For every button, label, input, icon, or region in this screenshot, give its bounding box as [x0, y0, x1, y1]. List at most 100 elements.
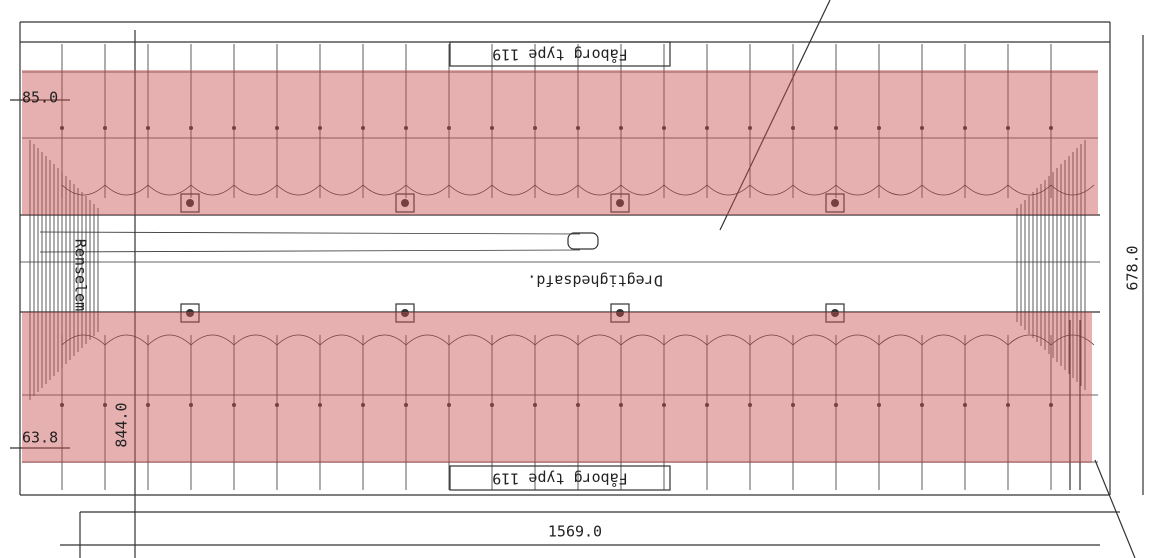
- drawing-line: [663, 334, 708, 346]
- drawing-line: [620, 334, 665, 346]
- drawing-line: [104, 184, 149, 196]
- stall-zone-top: [22, 70, 1098, 215]
- drawing-line: [233, 334, 278, 346]
- drawing-line: [705, 126, 709, 130]
- drawing-line: [534, 184, 579, 196]
- drawing-line: [1050, 334, 1095, 346]
- dimension-label: 85.0: [22, 89, 58, 107]
- drawing-line: [147, 184, 192, 196]
- drawing-line: [834, 126, 838, 130]
- drawing-line: [963, 126, 967, 130]
- drawing-line: [60, 403, 64, 407]
- drawing-line: [490, 126, 494, 130]
- drawing-line: [232, 403, 236, 407]
- cleaning-label: Renselem: [72, 239, 90, 311]
- drawing-line: [921, 334, 966, 346]
- drawing-line: [404, 403, 408, 407]
- drawing-line: [964, 334, 1009, 346]
- dimension-label: 678.0: [1124, 245, 1142, 290]
- drawing-line: [610, 303, 630, 323]
- drawing-line: [791, 403, 795, 407]
- drawing-line: [748, 403, 752, 407]
- drawing-lines: [10, 0, 1144, 558]
- bottom-label: Fåborg type 119: [492, 470, 627, 488]
- drawing-line: [232, 126, 236, 130]
- drawing-line: [877, 403, 881, 407]
- drawing-line: [877, 126, 881, 130]
- drawing-line: [533, 126, 537, 130]
- drawing-line: [749, 184, 794, 196]
- drawing-line: [189, 126, 193, 130]
- drawing-line: [61, 334, 106, 346]
- drawing-line: [1006, 126, 1010, 130]
- drawing-line: [835, 334, 880, 346]
- drawing-line: [448, 184, 493, 196]
- drawing-line: [576, 403, 580, 407]
- drawing-line: [616, 309, 624, 317]
- drawing-line: [620, 184, 665, 196]
- drawing-line: [104, 334, 149, 346]
- drawing-line: [186, 199, 194, 207]
- drawing-line: [361, 126, 365, 130]
- drawing-line: [576, 126, 580, 130]
- drawing-line: [705, 403, 709, 407]
- drawing-line: [964, 184, 1009, 196]
- drawing-line: [1049, 403, 1053, 407]
- drawing-line: [831, 309, 839, 317]
- dimension-label: 844.0: [113, 402, 131, 447]
- drawing-line: [791, 126, 795, 130]
- drawing-line: [491, 184, 536, 196]
- drawing-line: [878, 334, 923, 346]
- drawing-line: [447, 126, 451, 130]
- drawing-line: [662, 126, 666, 130]
- drawing-line: [792, 334, 837, 346]
- drawing-line: [318, 126, 322, 130]
- drawing-line: [395, 193, 415, 213]
- drawing-line: [405, 184, 450, 196]
- drawing-line: [491, 334, 536, 346]
- drawing-line: [619, 126, 623, 130]
- drawing-line: [146, 403, 150, 407]
- drawing-line: [318, 403, 322, 407]
- drawing-line: [1050, 184, 1095, 196]
- drawing-line: [963, 403, 967, 407]
- drawing-line: [146, 126, 150, 130]
- drawing-line: [706, 334, 751, 346]
- drawing-line: [60, 126, 64, 130]
- drawing-line: [275, 126, 279, 130]
- drawing-line: [190, 184, 235, 196]
- drawing-line: [276, 334, 321, 346]
- drawing-line: [404, 126, 408, 130]
- drawing-line: [921, 184, 966, 196]
- drawing-line: [534, 334, 579, 346]
- drawing-line: [401, 199, 409, 207]
- drawing-line: [189, 403, 193, 407]
- drawing-line: [1007, 184, 1052, 196]
- drawing-line: [1006, 403, 1010, 407]
- drawing-line: [616, 199, 624, 207]
- drawing-line: [577, 184, 622, 196]
- drawing-line: [186, 309, 194, 317]
- drawing-line: [831, 199, 839, 207]
- drawing-line: [1007, 334, 1052, 346]
- drawing-line: [663, 184, 708, 196]
- drawing-line: [362, 334, 407, 346]
- drawing-line: [825, 193, 845, 213]
- drawing-line: [233, 184, 278, 196]
- aisle-label: Dregtighedsafd.: [527, 272, 662, 290]
- drawing-line: [275, 403, 279, 407]
- drawing-line: [361, 403, 365, 407]
- drawing-line: [180, 193, 200, 213]
- drawing-line: [835, 184, 880, 196]
- drawing-line: [619, 403, 623, 407]
- drawing-line: [662, 403, 666, 407]
- drawing-line: [577, 334, 622, 346]
- drawing-line: [533, 403, 537, 407]
- drawing-line: [405, 334, 450, 346]
- drawing-line: [825, 303, 845, 323]
- dimension-label: 63.8: [22, 429, 58, 447]
- drawing-line: [401, 309, 409, 317]
- drawing-line: [920, 403, 924, 407]
- drawing-line: [448, 334, 493, 346]
